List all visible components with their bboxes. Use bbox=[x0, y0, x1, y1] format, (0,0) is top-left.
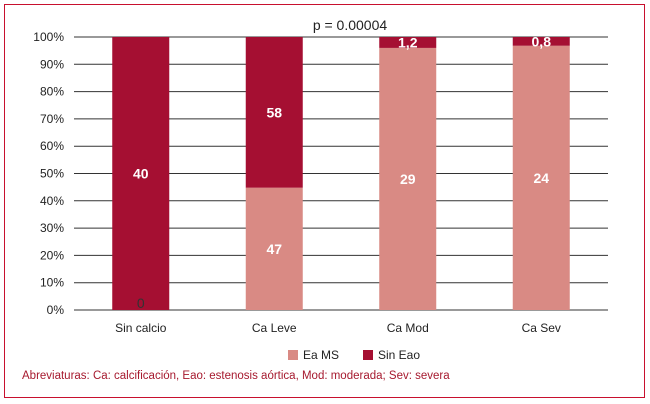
y-tick-label: 0% bbox=[47, 303, 65, 317]
y-tick-label: 40% bbox=[40, 194, 64, 208]
data-label: 0,8 bbox=[532, 33, 552, 49]
y-tick-label: 50% bbox=[40, 167, 64, 181]
bar-segment-ea-ms bbox=[245, 187, 303, 310]
legend-swatch bbox=[288, 350, 298, 360]
data-label: 58 bbox=[266, 104, 282, 120]
y-tick-label: 100% bbox=[33, 30, 64, 44]
legend-label: Ea MS bbox=[303, 348, 339, 362]
legend-swatch bbox=[363, 350, 373, 360]
data-label: 47 bbox=[266, 241, 282, 257]
y-tick-label: 90% bbox=[40, 57, 64, 71]
bar-segment-sin-eao bbox=[112, 37, 170, 310]
data-label: 40 bbox=[133, 166, 149, 182]
y-tick-label: 80% bbox=[40, 85, 64, 99]
bar-segment-sin-eao bbox=[245, 37, 303, 188]
data-label: 0 bbox=[137, 295, 145, 311]
y-tick-label: 70% bbox=[40, 112, 64, 126]
abbreviations-footnote: Abreviaturas: Ca: calcificación, Eao: es… bbox=[22, 370, 450, 382]
data-label: 1,2 bbox=[398, 34, 418, 50]
legend-label: Sin Eao bbox=[378, 348, 420, 362]
y-tick-label: 60% bbox=[40, 139, 64, 153]
bar-segment-sin-eao bbox=[512, 37, 570, 46]
bar-segment-ea-ms bbox=[512, 45, 570, 311]
x-tick-label: Ca Leve bbox=[252, 321, 297, 335]
y-tick-label: 20% bbox=[40, 248, 64, 262]
y-tick-label: 30% bbox=[40, 221, 64, 235]
data-label: 24 bbox=[533, 170, 549, 186]
y-tick-label: 10% bbox=[40, 276, 64, 290]
bar-segment-ea-ms bbox=[379, 47, 437, 311]
data-label: 29 bbox=[400, 171, 416, 187]
p-value-annotation: p = 0.00004 bbox=[313, 17, 388, 33]
x-tick-label: Ca Sev bbox=[522, 321, 561, 335]
x-tick-label: Sin calcio bbox=[115, 321, 167, 335]
x-tick-label: Ca Mod bbox=[387, 321, 429, 335]
bar-segment-sin-eao bbox=[379, 37, 437, 48]
